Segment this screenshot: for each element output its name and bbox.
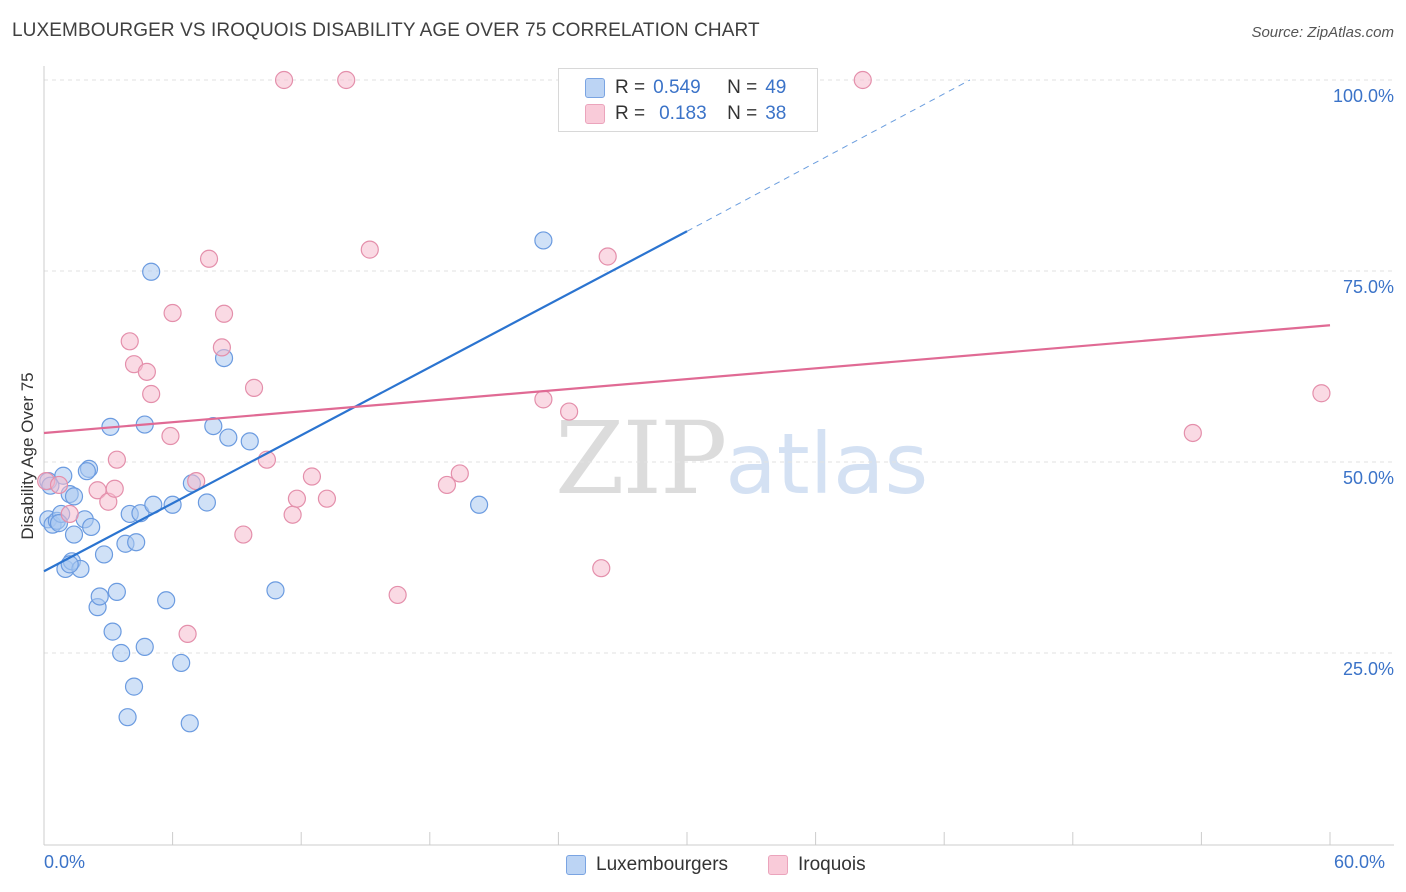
legend-r-value-iroquois: 0.183: [659, 103, 707, 124]
point-iroquois-31: [534, 390, 553, 409]
bottom-legend-luxembourgers: Luxembourgers: [566, 852, 728, 878]
bottom-legend-iroquois: Iroquois: [768, 852, 866, 878]
point-iroquois-28: [388, 585, 407, 605]
point-iroquois-25: [317, 489, 337, 508]
point-iroquois-13: [178, 624, 197, 644]
point-luxembourgers-25: [127, 533, 146, 552]
watermark: ZIPatlas: [555, 400, 928, 517]
point-luxembourgers-42: [469, 495, 489, 514]
point-luxembourgers-31: [157, 591, 176, 610]
point-iroquois-15: [199, 249, 219, 268]
point-luxembourgers-36: [197, 493, 216, 512]
point-luxembourgers-15: [90, 587, 109, 606]
point-iroquois-18: [234, 525, 253, 544]
point-iroquois-2: [60, 504, 79, 524]
legend-row-luxembourgers: R = 0.549 N = 49: [585, 75, 786, 101]
point-iroquois-21: [274, 70, 294, 90]
trend-line-iroquois: [43, 324, 1331, 435]
point-luxembourgers-9: [64, 525, 84, 544]
bottom-legend-label-iroquois: Iroquois: [798, 854, 866, 875]
point-iroquois-35: [853, 70, 872, 90]
watermark-atlas: atlas: [725, 415, 929, 513]
bottom-legend-label-luxembourgers: Luxembourgers: [596, 854, 729, 875]
point-luxembourgers-24: [124, 677, 144, 696]
point-iroquois-10: [142, 384, 161, 404]
trend-line-extension-luxembourgers: [686, 79, 971, 232]
y-tick-label-75: 75.0%: [1342, 277, 1394, 297]
legend-n-value-iroquois: 38: [765, 103, 787, 124]
source-credit: Source: ZipAtlas.com: [1251, 24, 1394, 41]
point-iroquois-22: [283, 505, 302, 524]
bottom-legend-swatch-luxembourgers: [566, 855, 586, 875]
point-luxembourgers-29: [142, 262, 161, 281]
stats-legend: R = 0.549 N = 49 R = 0.183 N = 38: [558, 68, 818, 132]
point-iroquois-7: [120, 332, 139, 351]
y-axis-label: Disability Age Over 75: [18, 372, 37, 540]
point-iroquois-1: [49, 475, 69, 495]
point-luxembourgers-41: [266, 581, 285, 600]
watermark-zip: ZIP: [555, 400, 727, 517]
point-luxembourgers-19: [107, 582, 126, 601]
point-iroquois-27: [360, 240, 379, 259]
point-iroquois-30: [450, 464, 469, 483]
legend-n-value-luxembourgers: 49: [765, 77, 787, 98]
point-luxembourgers-28: [135, 637, 154, 656]
point-luxembourgers-18: [103, 622, 122, 641]
point-iroquois-37: [1312, 384, 1331, 403]
point-luxembourgers-37: [204, 416, 223, 436]
point-iroquois-33: [592, 559, 611, 578]
y-tick-label-25: 25.0%: [1342, 659, 1394, 679]
chart-title: LUXEMBOURGER VS IROQUOIS DISABILITY AGE …: [12, 20, 760, 41]
point-iroquois-11: [161, 426, 180, 446]
legend-r-value-luxembourgers: 0.549: [653, 77, 701, 98]
point-iroquois-17: [214, 304, 234, 323]
legend-n-label: N =: [727, 103, 758, 124]
legend-swatch-luxembourgers: [585, 78, 605, 98]
point-iroquois-29: [437, 475, 457, 495]
legend-r-label: R =: [615, 103, 646, 124]
legend-r-label: R =: [615, 77, 646, 98]
point-luxembourgers-22: [118, 708, 137, 727]
point-iroquois-16: [212, 338, 231, 357]
legend-n-label: N =: [727, 77, 758, 98]
legend-swatch-iroquois: [585, 104, 605, 124]
point-luxembourgers-45: [77, 462, 96, 481]
trend-line-luxembourgers: [43, 230, 688, 573]
legend-row-iroquois: R = 0.183 N = 38: [585, 101, 786, 127]
point-iroquois-5: [105, 479, 124, 498]
point-iroquois-6: [107, 450, 126, 469]
point-iroquois-36: [1183, 423, 1202, 443]
point-luxembourgers-43: [534, 231, 553, 250]
point-luxembourgers-33: [172, 653, 191, 673]
point-luxembourgers-40: [240, 432, 259, 451]
point-iroquois-19: [244, 378, 264, 397]
bottom-legend-swatch-iroquois: [768, 855, 788, 875]
point-iroquois-34: [598, 247, 617, 266]
point-iroquois-26: [337, 70, 356, 90]
point-luxembourgers-20: [112, 643, 131, 663]
point-luxembourgers-39: [219, 428, 238, 447]
point-iroquois-23: [287, 489, 307, 508]
y-tick-label-50: 50.0%: [1342, 468, 1394, 488]
x-tick-label-max: 60.0%: [1334, 852, 1386, 872]
point-luxembourgers-44: [64, 487, 84, 506]
x-tick-label-min: 0.0%: [44, 852, 86, 872]
point-iroquois-12: [163, 303, 182, 323]
point-luxembourgers-32: [163, 495, 182, 514]
point-iroquois-24: [302, 467, 322, 486]
point-luxembourgers-16: [94, 545, 114, 564]
point-luxembourgers-13: [82, 517, 101, 537]
point-iroquois-32: [560, 402, 579, 421]
point-luxembourgers-34: [180, 714, 199, 733]
y-tick-label-100: 100.0%: [1332, 86, 1394, 106]
point-iroquois-9: [137, 362, 156, 381]
